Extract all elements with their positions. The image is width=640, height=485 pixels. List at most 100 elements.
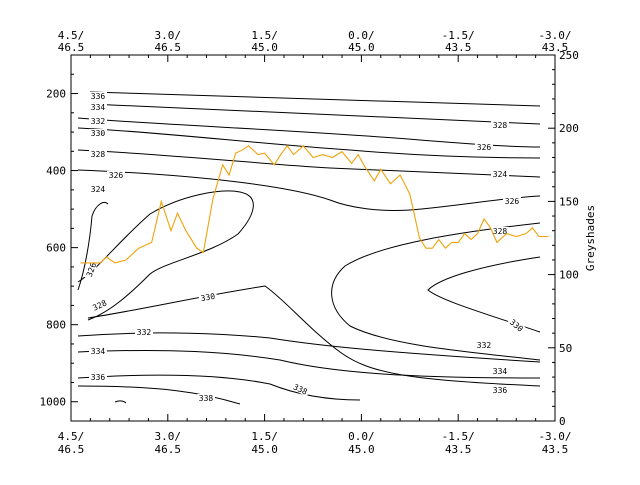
contour-label-bg <box>107 171 125 179</box>
contour-line <box>77 117 541 148</box>
contour-label-bg <box>507 316 527 335</box>
contour-labels: 3363343323303283263243263283303323343363… <box>84 92 527 403</box>
contour-line <box>331 222 541 361</box>
contour-label-bg <box>475 143 493 151</box>
contour-label-bg <box>89 297 110 313</box>
contour-line <box>77 349 541 379</box>
axis-tick-labels: 4.5/46.53.0/46.51.5/45.00.0/45.0-1.5/43.… <box>40 29 579 456</box>
contour-label-bg <box>89 185 107 193</box>
contour-line <box>77 202 109 291</box>
x-bottom-tick-label: 4.5/ <box>58 430 85 443</box>
x-bottom-tick-label: 3.0/ <box>155 430 182 443</box>
contour-label: 338 <box>199 394 214 403</box>
x-top-tick-label: 43.5 <box>542 41 569 54</box>
contour-label-bg <box>491 367 509 375</box>
x-bottom-tick-label: 45.0 <box>348 443 375 456</box>
contour-label: 328 <box>493 121 508 130</box>
x-top-tick-label: 0.0/ <box>348 29 375 42</box>
contour-line <box>77 332 541 363</box>
contour-label: 334 <box>493 367 508 376</box>
contour-label-bg <box>475 341 493 349</box>
x-bottom-tick-label: 43.5 <box>445 443 472 456</box>
contour-label: 324 <box>493 170 508 179</box>
contour-label-bg <box>89 150 107 158</box>
contour-label-bg <box>89 103 107 111</box>
contour-label-bg <box>89 347 107 355</box>
contour-label: 330 <box>200 292 216 303</box>
x-top-tick-label: 4.5/ <box>58 29 85 42</box>
contour-line <box>89 91 541 107</box>
x-top-tick-label: 46.5 <box>155 41 182 54</box>
contour-label-bg <box>503 197 521 205</box>
x-top-tick-label: 45.0 <box>348 41 375 54</box>
y-right-tick-label: 250 <box>559 49 579 62</box>
contour-label: 334 <box>91 103 106 112</box>
contour-label: 330 <box>91 129 106 138</box>
y-left-tick-label: 400 <box>46 165 66 178</box>
contour-line <box>77 374 361 401</box>
contour-label-bg <box>89 92 107 100</box>
contour-label-bg <box>491 227 509 235</box>
contour-label-bg <box>89 373 107 381</box>
x-top-tick-label: -3.0/ <box>538 29 571 42</box>
x-bottom-tick-label: 0.0/ <box>348 430 375 443</box>
contour-label: 326 <box>109 171 124 180</box>
contour-line <box>77 385 241 405</box>
contour-label: 336 <box>91 92 106 101</box>
y-left-tick-label: 600 <box>46 242 66 255</box>
series-line <box>80 144 549 264</box>
right-axis-title: Greyshades <box>584 205 597 271</box>
contour-line <box>77 149 541 178</box>
contour-line <box>114 400 127 404</box>
x-bottom-tick-label: 45.0 <box>251 443 278 456</box>
x-bottom-tick-label: 46.5 <box>155 443 182 456</box>
contour-label-bg <box>491 121 509 129</box>
y-right-tick-label: 200 <box>559 122 579 135</box>
contour-label-bg <box>290 381 311 397</box>
axis-ticks <box>70 54 556 422</box>
x-top-tick-label: 1.5/ <box>251 29 278 42</box>
contour-label: 326 <box>505 197 520 206</box>
contour-label-bg <box>197 394 215 402</box>
contour-label: 334 <box>91 347 106 356</box>
x-bottom-tick-label: 43.5 <box>542 443 569 456</box>
contour-lines <box>77 91 541 405</box>
plot-frame <box>70 54 556 422</box>
x-bottom-tick-label: 46.5 <box>58 443 85 456</box>
contour-line <box>427 256 541 333</box>
contour-label: 326 <box>477 143 492 152</box>
contour-label: 332 <box>477 341 492 350</box>
contour-label: 324 <box>91 185 106 194</box>
contour-label-bg <box>491 386 509 394</box>
contour-label: 332 <box>91 117 106 126</box>
contour-label: 328 <box>493 227 508 236</box>
contour-line <box>77 127 541 159</box>
y-right-tick-label: 50 <box>559 342 572 355</box>
contour-line <box>77 169 541 211</box>
data-series <box>80 144 549 264</box>
y-left-tick-label: 200 <box>46 88 66 101</box>
x-bottom-tick-label: 1.5/ <box>251 430 278 443</box>
y-right-tick-label: 150 <box>559 195 579 208</box>
contour-label: 332 <box>137 328 152 337</box>
axis-titles: Greyshades <box>584 205 597 271</box>
contour-line <box>87 285 541 387</box>
contour-label-bg <box>491 170 509 178</box>
x-top-tick-label: 43.5 <box>445 41 472 54</box>
contour-label-bg <box>89 129 107 137</box>
x-bottom-tick-label: -3.0/ <box>538 430 571 443</box>
contour-label: 336 <box>493 386 508 395</box>
contour-label: 328 <box>91 150 106 159</box>
contour-line <box>77 190 254 321</box>
contour-label: 336 <box>91 373 106 382</box>
x-top-tick-label: 45.0 <box>251 41 278 54</box>
x-top-tick-label: 46.5 <box>58 41 85 54</box>
y-left-tick-label: 800 <box>46 319 66 332</box>
x-top-tick-label: -1.5/ <box>442 29 475 42</box>
x-bottom-tick-label: -1.5/ <box>442 430 475 443</box>
y-right-tick-label: 0 <box>559 415 566 428</box>
contour-label-bg <box>135 328 153 336</box>
y-right-tick-label: 100 <box>559 269 579 282</box>
contour-label-bg <box>89 117 107 125</box>
x-top-tick-label: 3.0/ <box>155 29 182 42</box>
